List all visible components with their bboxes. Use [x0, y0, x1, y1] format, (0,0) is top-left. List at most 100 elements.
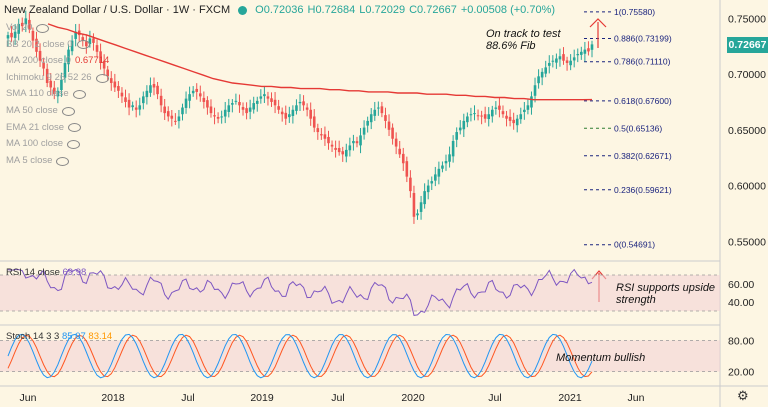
- candle-body: [223, 109, 227, 117]
- candle-body: [273, 99, 277, 106]
- time-tick-label: Jul: [488, 392, 501, 404]
- time-tick-label: 2021: [558, 392, 582, 404]
- visibility-icon[interactable]: [61, 106, 75, 116]
- candle-body: [369, 114, 373, 123]
- candle-body: [49, 80, 53, 88]
- indicator-row[interactable]: MA 100 close: [6, 136, 109, 153]
- indicator-row[interactable]: Ichimoku 9 26 52 26: [6, 70, 109, 87]
- stoch-d-line: [7, 334, 593, 378]
- rsi-legend[interactable]: RSI 14 close 69.98: [6, 267, 86, 278]
- candle-body: [248, 107, 252, 112]
- candle-body: [419, 202, 423, 212]
- indicator-row[interactable]: MA 5 close: [6, 153, 109, 170]
- candle-body: [13, 31, 17, 38]
- price-tick-label: 0.65000: [728, 125, 766, 137]
- candle-body: [266, 96, 270, 99]
- candle-body: [555, 58, 558, 63]
- candle-body: [134, 107, 138, 110]
- candle-body: [487, 114, 491, 120]
- indicator-label: Ichimoku 9 26 52 26: [6, 71, 92, 83]
- market-status-icon: [238, 5, 248, 15]
- candle-body: [362, 127, 366, 135]
- candle-body: [270, 98, 273, 102]
- candle-body: [191, 90, 195, 94]
- candle-body: [437, 168, 441, 177]
- candle-body: [373, 109, 377, 116]
- fib-level-label: 0.886(0.73199): [614, 33, 672, 43]
- candle-body: [198, 93, 202, 97]
- candle-body: [398, 148, 402, 155]
- indicator-label: MA 200 close 0: [6, 55, 71, 67]
- candle-body: [127, 99, 131, 108]
- candle-body: [416, 213, 419, 216]
- candle-body: [344, 149, 348, 157]
- candle-body: [20, 22, 24, 27]
- indicator-row[interactable]: MA 200 close 0 0.67714: [6, 53, 109, 70]
- visibility-icon[interactable]: [76, 40, 90, 50]
- time-tick-label: Jun: [628, 392, 645, 404]
- visibility-icon[interactable]: [95, 73, 109, 83]
- candles-group: [6, 10, 594, 224]
- candle-body: [441, 165, 444, 169]
- stoch-legend[interactable]: Stoch 14 3 3 85.07 83.14: [6, 331, 112, 342]
- candle-body: [38, 50, 42, 61]
- candle-body: [35, 38, 38, 52]
- candle-body: [405, 161, 409, 177]
- candle-body: [384, 115, 387, 121]
- candle-body: [501, 111, 505, 115]
- candle-body: [163, 106, 166, 114]
- visibility-icon[interactable]: [56, 156, 70, 166]
- visibility-icon[interactable]: [67, 139, 81, 149]
- indicator-row[interactable]: MA 50 close: [6, 103, 109, 120]
- indicator-row[interactable]: SMA 110 close: [6, 86, 109, 103]
- candle-body: [458, 127, 462, 131]
- candle-body: [159, 95, 163, 106]
- candle-body: [120, 92, 124, 97]
- candle-body: [220, 116, 223, 118]
- candle-body: [56, 90, 60, 97]
- candle-body: [280, 111, 284, 115]
- candle-body: [188, 94, 191, 101]
- candle-body: [202, 97, 206, 102]
- candle-body: [455, 132, 458, 140]
- symbol-header[interactable]: New Zealand Dollar / U.S. Dollar · 1W · …: [4, 4, 555, 16]
- candle-body: [227, 105, 231, 112]
- candle-body: [526, 105, 530, 110]
- indicator-value: 0.67714: [74, 55, 110, 67]
- indicator-row[interactable]: BB 20 2 close 0: [6, 37, 109, 54]
- indicator-row[interactable]: EMA 21 close: [6, 120, 109, 137]
- settings-gear-icon[interactable]: ⚙: [737, 388, 749, 403]
- stoch-k-value: 85.07: [62, 331, 86, 342]
- candle-body: [149, 85, 152, 93]
- candle-body: [88, 38, 92, 45]
- candle-body: [537, 76, 540, 84]
- stoch-tick-label: 20.00: [728, 367, 754, 379]
- candle-body: [252, 103, 256, 110]
- candle-body: [352, 140, 355, 144]
- candle-body: [109, 78, 113, 84]
- candle-body: [6, 35, 10, 39]
- ohlc-low: L0.72029: [359, 4, 406, 16]
- visibility-icon[interactable]: [36, 23, 50, 33]
- candle-body: [401, 153, 405, 164]
- rsi-band: [0, 275, 720, 311]
- candle-body: [241, 107, 245, 110]
- candle-body: [423, 191, 426, 205]
- candle-body: [99, 51, 102, 63]
- ohlc-change: +0.00508 (+0.70%): [460, 4, 556, 16]
- candle-body: [523, 109, 526, 113]
- candle-body: [434, 174, 437, 181]
- visibility-icon[interactable]: [72, 90, 86, 100]
- candle-body: [95, 45, 99, 52]
- candle-body: [174, 120, 177, 122]
- visibility-icon[interactable]: [68, 123, 82, 133]
- candle-body: [28, 19, 31, 30]
- candle-body: [505, 115, 508, 119]
- indicator-row[interactable]: Vol 20: [6, 20, 109, 37]
- candle-body: [231, 103, 234, 105]
- symbol-title: New Zealand Dollar / U.S. Dollar · 1W · …: [4, 4, 231, 16]
- candle-body: [255, 100, 259, 104]
- indicator-label: MA 5 close: [6, 154, 53, 166]
- candle-body: [359, 135, 362, 146]
